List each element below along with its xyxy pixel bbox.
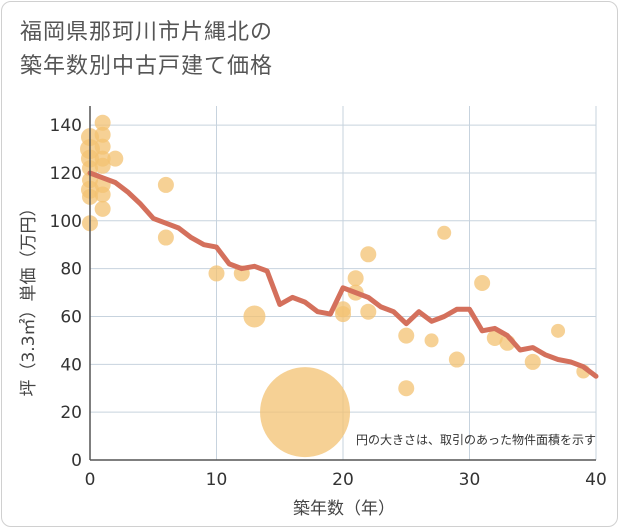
chart-title: 福岡県那珂川市片縄北の 築年数別中古戸建て価格 (20, 16, 580, 84)
y-tick-label: 40 (60, 355, 82, 375)
data-point (94, 200, 111, 217)
data-point (398, 327, 415, 344)
data-point (335, 306, 351, 323)
data-point (243, 305, 266, 328)
data-point (524, 353, 541, 370)
tick-labels: 0 20 40 60 80 100 120 140 0 10 20 30 40 (50, 116, 607, 490)
y-tick-label: 0 (71, 451, 82, 471)
x-tick-label: 30 (459, 470, 481, 490)
data-point (157, 229, 174, 246)
x-tick-label: 20 (332, 470, 354, 490)
data-point (94, 114, 111, 131)
data-point (347, 270, 364, 287)
y-tick-label: 20 (60, 403, 82, 423)
x-tick-label: 40 (585, 470, 607, 490)
data-point (398, 380, 415, 397)
data-point (474, 275, 491, 291)
data-point (94, 126, 111, 143)
data-point (437, 225, 452, 240)
x-tick-label: 10 (206, 470, 228, 490)
data-point (360, 303, 377, 320)
x-axis-label: 築年数（年） (293, 499, 395, 519)
data-point (208, 265, 225, 282)
title-line-2: 築年数別中古戸建て価格 (20, 54, 274, 79)
data-point (94, 138, 111, 155)
data-point (94, 150, 111, 167)
x-tick-label: 0 (85, 470, 96, 490)
scatter-points (80, 114, 591, 458)
trend-line-group (87, 170, 599, 379)
y-tick-label: 100 (50, 212, 82, 232)
y-tick-label: 140 (50, 116, 82, 136)
data-point (157, 176, 174, 193)
data-point (551, 323, 566, 338)
title-line-1: 福岡県那珂川市片縄北の (20, 20, 274, 45)
y-tick-label: 60 (60, 307, 82, 327)
trend-line (87, 170, 599, 379)
data-point (486, 330, 503, 347)
y-tick-label: 80 (60, 260, 82, 280)
data-point (360, 246, 377, 263)
data-point (260, 367, 351, 458)
axes (89, 106, 596, 461)
data-point (424, 333, 439, 348)
y-axis-label: 坪（3.3㎡）単価（万円） (19, 199, 39, 396)
data-point (448, 351, 465, 368)
size-note: 円の大きさは、取引のあった物件面積を示す (356, 432, 596, 447)
y-tick-label: 120 (50, 164, 82, 184)
data-point (107, 150, 124, 167)
